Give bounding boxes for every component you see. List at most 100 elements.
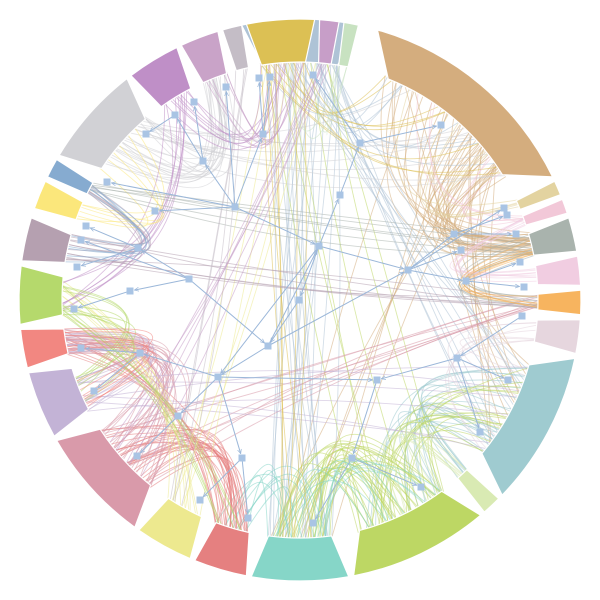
bundle-edge (59, 93, 182, 305)
node-link-n32-n35 (271, 299, 300, 342)
node-link-n47-n48 (351, 457, 417, 486)
bundle-edge (371, 415, 503, 529)
bundle-edge (285, 60, 341, 132)
node-link-n15-n12 (111, 183, 236, 208)
bundle-edge (455, 222, 539, 279)
group-arc-g25 (221, 24, 250, 72)
bundle-edge (296, 467, 375, 541)
node-link-n09-n10 (359, 126, 437, 144)
bundle-edge (315, 60, 482, 149)
node-link-n23-n13 (318, 199, 338, 247)
bundle-edge (170, 61, 270, 144)
node-n03 (255, 74, 263, 82)
bundle-g12-g11 (273, 456, 444, 541)
node-n08 (259, 130, 267, 138)
bundle-edge (269, 60, 309, 539)
bundle-edge (315, 60, 348, 133)
node-n21 (512, 230, 520, 238)
group-arc-g12 (250, 535, 350, 582)
node-link-n35-n23 (267, 250, 318, 347)
bundle-edge (126, 440, 247, 535)
bundle-edge (172, 65, 249, 504)
bundle-edge (416, 91, 525, 217)
node-n23 (315, 242, 323, 250)
node-link-n35-n39 (222, 345, 269, 375)
group-arc-g11 (352, 490, 482, 577)
bundle-edge (131, 128, 472, 163)
node-n17 (503, 211, 511, 219)
bundle-edge (302, 59, 441, 126)
group-arc-g04 (521, 198, 569, 226)
bundle-edge (304, 63, 340, 540)
bundle-edge (78, 150, 163, 224)
bundle-edge (136, 123, 474, 145)
node-n02 (266, 73, 274, 81)
bundle-edge (389, 403, 509, 522)
bundle-edge (277, 463, 444, 540)
bundle-edge (287, 469, 371, 540)
node-link-n46-n49 (203, 457, 243, 497)
node-n26 (404, 266, 412, 274)
node-link-n29-n27 (465, 264, 516, 282)
node-n31 (520, 283, 528, 291)
bundle-edge (393, 428, 469, 516)
bundle-edge (65, 187, 147, 254)
bundle-edge (180, 60, 317, 509)
bundle-edge (59, 308, 242, 533)
bundle-edge (146, 303, 541, 485)
bundle-edge (63, 187, 147, 263)
bundle-edge (381, 412, 512, 526)
bundle-edge (409, 368, 531, 495)
node-n30 (126, 287, 134, 295)
bundle-edge (60, 282, 177, 506)
bundle-edge (180, 66, 245, 509)
bundle-edge (403, 416, 505, 514)
nodes (70, 71, 528, 527)
bundle-edge (81, 366, 531, 401)
node-n38 (453, 354, 461, 362)
node-link-n23-n26 (318, 245, 404, 269)
node-n07 (142, 130, 150, 138)
node-n40 (373, 376, 381, 384)
bundle-edge (445, 339, 537, 451)
bundle-edge (336, 62, 461, 149)
bundle-edge (59, 101, 166, 308)
node-n37 (136, 349, 144, 357)
bundle-edge (281, 60, 323, 540)
bundle-edge (234, 478, 315, 540)
bundle-edge (408, 422, 506, 514)
node-link-n11-n05 (195, 106, 204, 162)
bundle-edge (396, 86, 519, 206)
node-n45 (133, 452, 141, 460)
group-arc-g15 (55, 428, 152, 529)
group-arc-g13 (193, 521, 250, 577)
bundle-edge (309, 60, 388, 123)
node-link-n15-n23 (234, 206, 315, 245)
node-n24 (457, 246, 465, 254)
group-arc-g07 (537, 289, 582, 316)
bundle-edge (293, 59, 307, 540)
node-n14 (151, 207, 159, 215)
bundle-g08-g09 (445, 322, 539, 454)
group-arc-g05 (527, 217, 578, 256)
node-n15 (231, 203, 239, 211)
node-link-n39-n46 (217, 376, 241, 454)
bundle-edge (421, 371, 528, 472)
node-link-n28-n22 (142, 250, 190, 280)
bundle-edge (324, 460, 439, 539)
bundle-edge (79, 157, 165, 221)
group-arc-g03 (515, 180, 562, 211)
bundle-edge (316, 470, 426, 540)
bundle-edge (315, 60, 498, 166)
node-n25 (73, 263, 81, 271)
bundle-edge (114, 61, 326, 453)
node-n19 (77, 236, 85, 244)
bundle-edge (265, 62, 363, 533)
node-n41 (504, 376, 512, 384)
bundle-edge (452, 217, 538, 273)
node-link-n06-n07 (150, 114, 176, 132)
node-n11 (199, 157, 207, 165)
bundle-edge (458, 239, 541, 304)
group-arc-g02 (376, 29, 554, 178)
bundle-edge (64, 348, 152, 411)
